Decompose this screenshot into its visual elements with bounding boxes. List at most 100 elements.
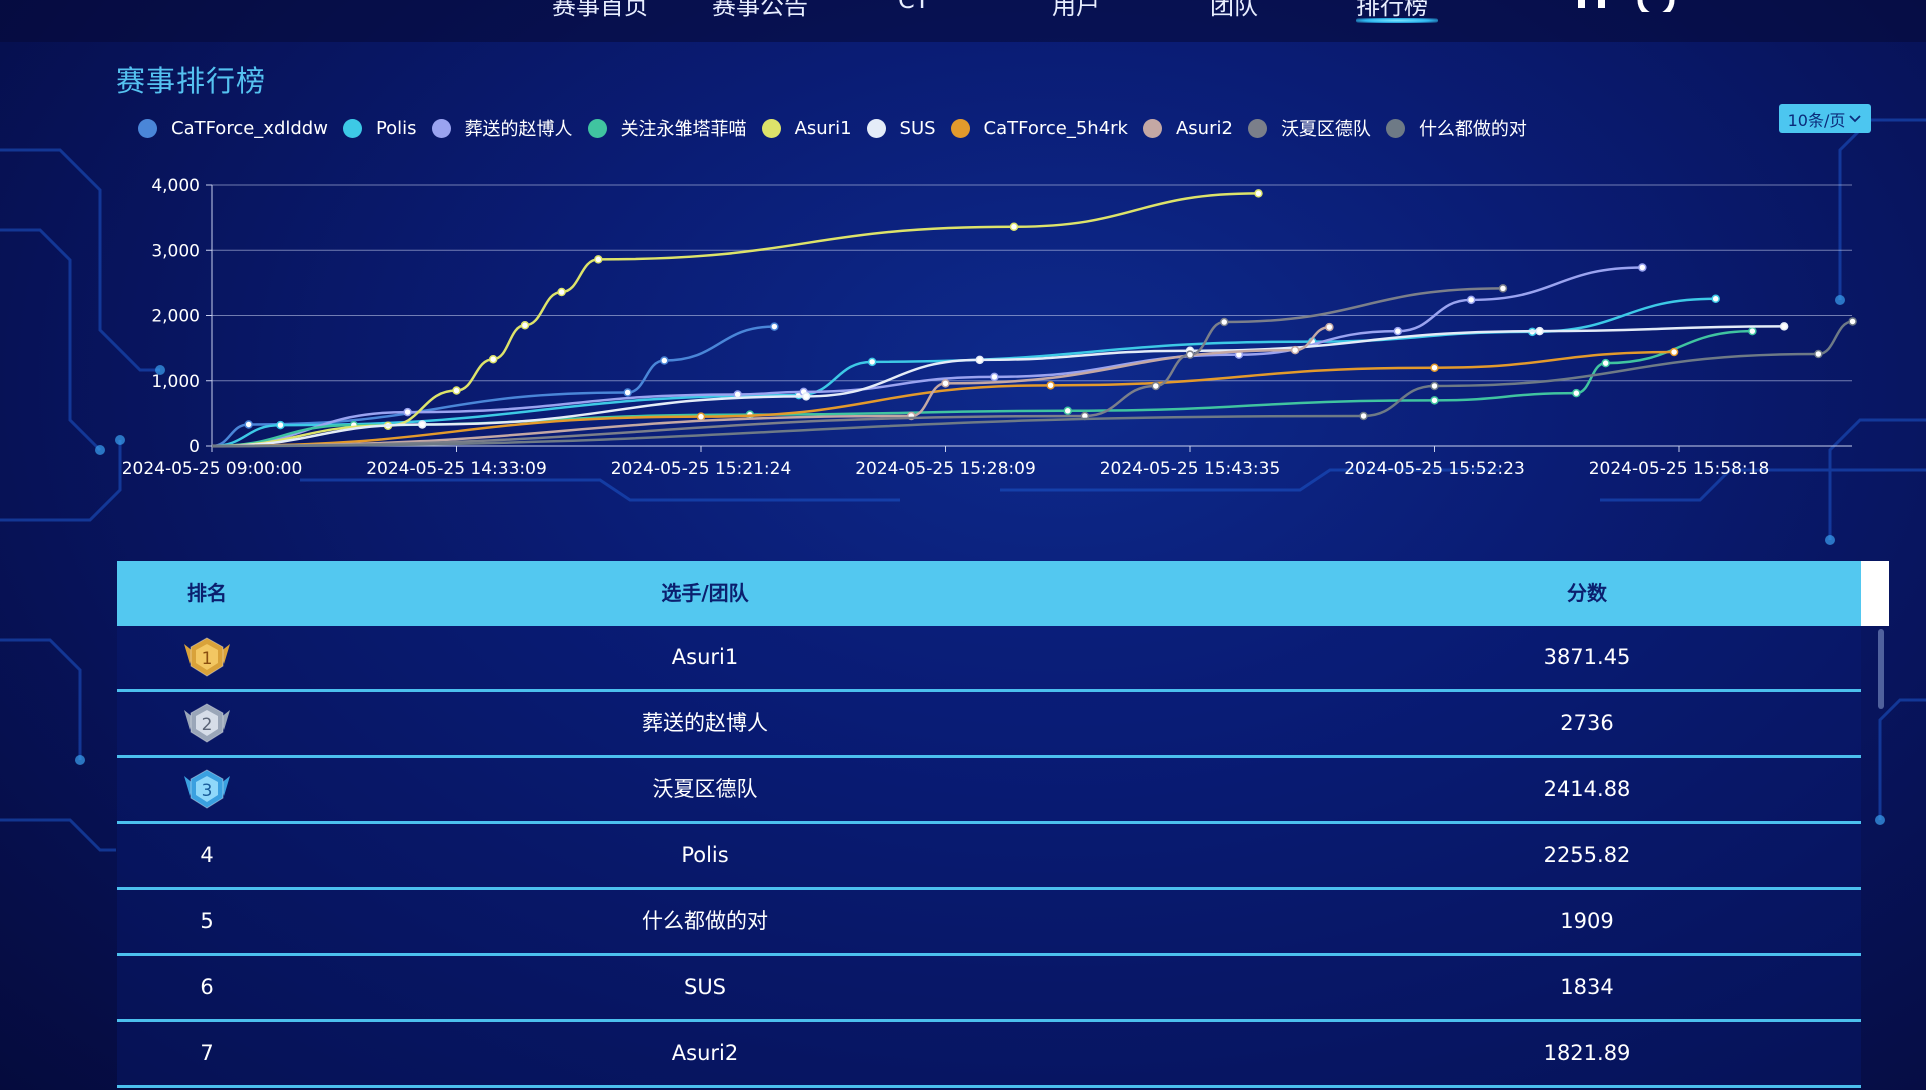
- legend-item[interactable]: CaTForce_5h4rk: [950, 118, 1128, 139]
- series-point: [801, 392, 811, 401]
- legend-dot: [1247, 118, 1267, 138]
- legend-dot: [138, 118, 157, 138]
- blue-medal-icon: 3: [184, 769, 230, 809]
- series-point: [1009, 222, 1019, 232]
- table-body: 1 Asuri1 3871.45 2 葬送的赵博人 2736 3 沃夏区德队 2414.88 4 P…: [117, 626, 1889, 1088]
- series-point: [557, 287, 566, 297]
- legend-dot: [761, 118, 781, 138]
- nav-item-teams[interactable]: 团队: [1210, 0, 1258, 20]
- settings-icon[interactable]: [1636, 0, 1676, 12]
- nav-item-users[interactable]: 用户: [1052, 0, 1100, 20]
- series-point: [244, 420, 253, 429]
- series-point: [520, 321, 530, 330]
- legend-dot: [950, 118, 970, 138]
- x-tick-label: 2024-05-25 15:21:24: [611, 459, 792, 479]
- x-tick-label: 2024-05-25 14:33:09: [366, 459, 547, 479]
- series-point: [1185, 350, 1195, 359]
- player-score: 2736: [1560, 711, 1614, 735]
- table-row[interactable]: 7 Asuri2 1821.89: [117, 1022, 1861, 1088]
- player-score: 2255.82: [1543, 843, 1631, 867]
- nav-item-home[interactable]: 赛事首页: [552, 0, 648, 20]
- table-row[interactable]: 4 Polis 2255.82: [117, 824, 1861, 890]
- series-point: [623, 388, 632, 397]
- player-name: Asuri1: [671, 645, 739, 669]
- series-point: [1498, 284, 1508, 293]
- table-row[interactable]: 3 沃夏区德队 2414.88: [117, 758, 1861, 824]
- legend-label: 关注永雏塔菲喵: [620, 119, 747, 140]
- medal-rank-number: 2: [202, 715, 213, 735]
- header-rank: 排名: [187, 581, 227, 605]
- legend-label: SUS: [899, 117, 936, 139]
- legend-dot: [866, 118, 886, 138]
- player-score: 2414.88: [1543, 777, 1631, 801]
- series-point: [1669, 347, 1679, 357]
- page-size-select[interactable]: 10条/页: [1779, 104, 1871, 133]
- table-row[interactable]: 1 Asuri1 3871.45: [117, 626, 1861, 692]
- series-point: [660, 356, 669, 365]
- series-line: [211, 287, 1503, 448]
- legend-item[interactable]: 关注永雏塔菲喵: [587, 115, 747, 141]
- series-point: [1430, 363, 1439, 372]
- series-point: [1572, 388, 1581, 398]
- table-row[interactable]: 2 葬送的赵博人 2736: [117, 692, 1861, 758]
- legend-item[interactable]: SUS: [866, 117, 936, 139]
- series-point: [1601, 358, 1610, 368]
- table-header: 排名 选手/团队 分数: [117, 561, 1889, 626]
- player-score: 1821.89: [1543, 1041, 1631, 1065]
- rank-number: 6: [200, 975, 214, 999]
- page-title: 赛事排行榜: [116, 64, 267, 98]
- series-point: [276, 420, 285, 430]
- player-name: Asuri2: [671, 1041, 739, 1065]
- table-scrollbar[interactable]: [1878, 629, 1884, 709]
- y-tick-label: 0: [189, 437, 200, 457]
- rank-medal: 1: [117, 626, 297, 689]
- player-score: 3871.45: [1543, 645, 1631, 669]
- user-icon[interactable]: [1576, 0, 1608, 10]
- player-name: 葬送的赵博人: [642, 711, 768, 735]
- series-point: [1430, 396, 1439, 405]
- series-point: [1814, 349, 1823, 359]
- series-point: [1393, 326, 1403, 336]
- x-tick-label: 2024-05-25 15:52:23: [1344, 459, 1525, 479]
- series-point: [1638, 263, 1647, 272]
- series-point: [1748, 326, 1757, 336]
- player-score: 1834: [1560, 975, 1614, 999]
- x-tick-label: 2024-05-25 15:43:35: [1100, 459, 1281, 479]
- series-point: [975, 355, 984, 365]
- series-point: [1430, 381, 1439, 391]
- nav-item-notices[interactable]: 赛事公告: [712, 0, 808, 20]
- rank-number: 7: [200, 1041, 214, 1065]
- legend-label: Asuri1: [794, 117, 852, 139]
- y-tick-label: 4,000: [151, 176, 200, 196]
- table-row[interactable]: 5 什么都做的对 1909: [117, 890, 1861, 956]
- legend-item[interactable]: 什么都做的对: [1385, 115, 1527, 141]
- legend-item[interactable]: 沃夏区德队: [1247, 115, 1371, 141]
- player-name: Polis: [681, 843, 729, 867]
- table-row[interactable]: 6 SUS 1834: [117, 956, 1861, 1022]
- player-name: 沃夏区德队: [652, 777, 758, 801]
- series-point: [418, 420, 427, 429]
- medal-rank-number: 3: [202, 781, 213, 801]
- legend-item[interactable]: Polis: [342, 117, 417, 139]
- silver-medal-icon: 2: [184, 703, 230, 743]
- legend-item[interactable]: 葬送的赵博人: [431, 115, 573, 141]
- header-scroll-gutter: [1861, 561, 1889, 626]
- series-line: [211, 320, 1853, 448]
- legend-item[interactable]: Asuri2: [1142, 118, 1233, 139]
- series-line: [211, 325, 1330, 448]
- legend-dot: [587, 118, 607, 138]
- legend-label: Polis: [375, 117, 417, 139]
- nav-item-ctf[interactable]: CT: [898, 0, 930, 14]
- legend-item[interactable]: CaTForce_xdlddw: [138, 118, 328, 139]
- legend-dot: [342, 118, 362, 138]
- nav-item-leaderboard[interactable]: 排行榜: [1356, 0, 1428, 20]
- y-tick-label: 3,000: [151, 241, 200, 261]
- series-point: [770, 322, 779, 331]
- series-point: [452, 386, 461, 395]
- header-name: 选手/团队: [661, 581, 749, 605]
- series-point: [1359, 411, 1368, 421]
- series-point: [1848, 317, 1857, 326]
- nav-active-indicator: [1356, 18, 1438, 23]
- legend-item[interactable]: Asuri1: [761, 117, 852, 139]
- legend-label: CaTForce_xdlddw: [171, 117, 328, 139]
